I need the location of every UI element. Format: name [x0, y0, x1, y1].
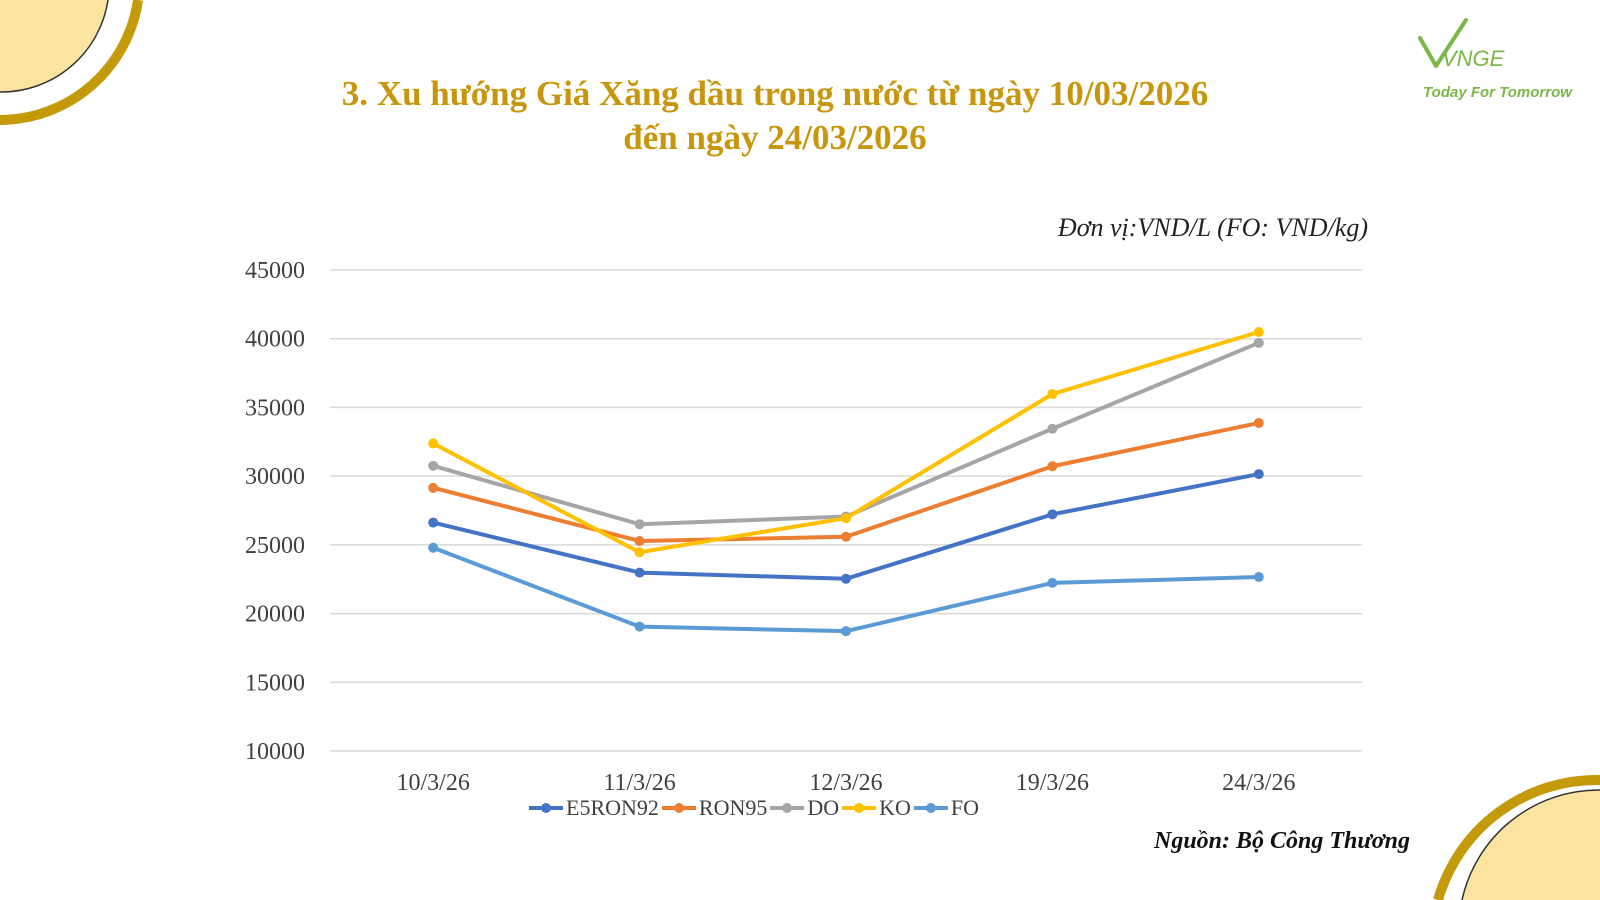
data-point: [1047, 389, 1058, 400]
x-axis-ticks: 10/3/26 11/3/26 12/3/26 19/3/26 24/3/26: [397, 770, 1296, 796]
data-point: [1047, 577, 1058, 588]
data-point: [428, 542, 439, 553]
y-tick-label: 10000: [245, 739, 305, 765]
top-left-arc-inner: [0, 0, 109, 93]
legend-label: DO: [807, 795, 840, 820]
data-point: [634, 536, 645, 547]
legend-label: KO: [879, 795, 911, 820]
series-line: [432, 545, 1259, 634]
y-tick-label: 20000: [245, 602, 305, 628]
x-tick-label: 11/3/26: [603, 770, 675, 796]
legend-item-e5ron92: E5RON92: [528, 795, 659, 821]
legend-swatch: [661, 803, 696, 813]
chart-grid: [330, 269, 1362, 752]
source-note: Nguồn: Bộ Công Thương: [1154, 828, 1410, 854]
vnge-logo: VNGE: [1418, 18, 1505, 71]
x-tick-label: 24/3/26: [1222, 770, 1295, 796]
x-tick-label: 10/3/26: [397, 770, 470, 796]
logo-v-mark: [1418, 18, 1468, 68]
data-point: [1253, 326, 1264, 337]
data-point: [1253, 469, 1264, 480]
top-left-arc-fill: [0, 0, 108, 93]
data-point: [428, 482, 439, 493]
legend-item-fo: FO: [913, 795, 979, 821]
y-tick-label: 15000: [245, 670, 305, 696]
top-left-arc-outer: [0, 0, 143, 125]
x-tick-label: 12/3/26: [809, 770, 882, 796]
bottom-right-arc-outer: [1433, 774, 1600, 900]
legend-swatch: [529, 803, 563, 813]
data-point: [841, 531, 851, 542]
legend-item-ron95: RON95: [661, 795, 767, 821]
data-point: [428, 460, 439, 471]
y-axis-ticks: 10000 15000 20000 25000 30000 35000 40000 45000: [245, 258, 305, 765]
data-point: [634, 519, 645, 530]
series-ko: [428, 326, 1264, 558]
legend-label: E5RON92: [566, 795, 659, 820]
y-tick-label: 40000: [245, 327, 305, 353]
x-tick-label: 19/3/26: [1016, 770, 1089, 796]
data-point: [634, 567, 645, 578]
data-point: [841, 513, 851, 524]
legend-swatch: [842, 803, 877, 813]
data-point: [1047, 509, 1058, 520]
data-point: [1253, 337, 1264, 348]
data-point: [634, 621, 645, 632]
series-e5ron92: [428, 469, 1264, 584]
chart-legend: E5RON92 RON95 DO KO FO: [528, 795, 981, 821]
logo-text: VNGE: [1442, 46, 1505, 71]
legend-item-ko: KO: [841, 795, 911, 821]
legend-swatch: [770, 803, 805, 813]
data-point: [428, 438, 439, 449]
page-title: 3. Xu hướng Giá Xăng dầu trong nước từ n…: [0, 72, 1550, 160]
y-tick-label: 45000: [245, 258, 305, 284]
chart-series: [428, 326, 1264, 637]
legend-swatch: [913, 803, 948, 813]
series-fo: [428, 542, 1264, 637]
y-tick-label: 25000: [245, 533, 305, 559]
data-point: [1253, 572, 1264, 583]
legend-label: RON95: [698, 795, 768, 820]
legend-label: FO: [950, 795, 980, 820]
series-line: [432, 421, 1260, 544]
bottom-right-arc-fill: [1462, 789, 1600, 900]
y-tick-label: 30000: [245, 464, 305, 490]
unit-note: Đơn vị:VND/L (FO: VND/kg): [1057, 213, 1368, 242]
series-ron95: [428, 417, 1264, 547]
data-point: [428, 517, 439, 528]
legend-item-do: DO: [769, 795, 839, 821]
data-point: [634, 547, 645, 558]
data-point: [1047, 423, 1058, 434]
data-point: [841, 626, 851, 637]
data-point: [1047, 461, 1058, 472]
y-tick-label: 35000: [245, 395, 305, 421]
title-line-2: đến ngày 24/03/2026: [623, 118, 927, 157]
bottom-right-arc-inner: [1461, 789, 1600, 900]
data-point: [841, 573, 851, 584]
title-line-1: 3. Xu hướng Giá Xăng dầu trong nước từ n…: [341, 74, 1209, 113]
series-line: [432, 472, 1260, 581]
logo-tagline: Today For Tomorrow: [1423, 84, 1572, 101]
data-point: [1253, 417, 1264, 428]
